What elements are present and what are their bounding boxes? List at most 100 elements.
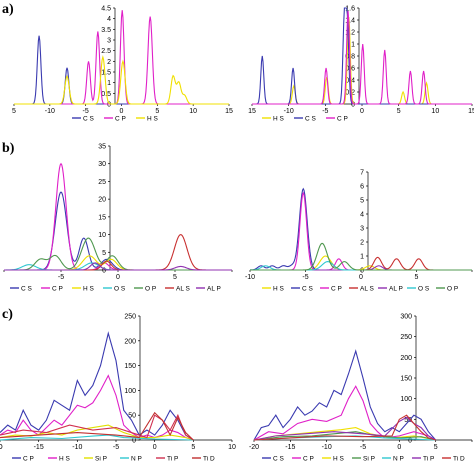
y-tick-label: 1.5 — [101, 70, 111, 77]
y-tick-label: 100 — [124, 388, 136, 395]
x-tick-label: 0 — [153, 444, 157, 451]
x-tick-label: -10 — [284, 108, 294, 115]
legend-label: C S — [83, 116, 95, 123]
series-line-c-p — [0, 331, 194, 441]
x-tick-label: -5 — [58, 274, 64, 281]
y-tick-label: 2.5 — [101, 48, 111, 55]
legend-label: N P — [393, 456, 404, 463]
x-tick-label: 10 — [189, 108, 197, 115]
x-tick-label: O — [0, 444, 3, 451]
x-tick-label: 5 — [12, 108, 16, 115]
x-tick-label: 5 — [415, 274, 419, 281]
x-tick-label: 10 — [228, 444, 236, 451]
series-line-c-s — [4, 191, 232, 271]
y-tick-label: 100 — [400, 396, 412, 403]
x-tick-label: -5 — [302, 274, 308, 281]
legend-label: AL S — [176, 286, 191, 293]
legend-label: C P — [23, 456, 34, 463]
legend-label: Ti D — [203, 456, 215, 463]
x-tick-label: 5 — [434, 444, 438, 451]
y-tick-label: 50 — [128, 413, 136, 420]
legend-label: AL P — [389, 286, 403, 293]
y-tick-label: 0 — [107, 102, 111, 109]
legend-label: C P — [337, 116, 348, 123]
legend-label: N P — [131, 456, 142, 463]
legend-label: C P — [52, 286, 63, 293]
y-tick-label: 20 — [98, 197, 106, 204]
y-tick-label: 30 — [98, 161, 106, 168]
y-tick-label: 5 — [360, 198, 364, 205]
x-tick-label: -5 — [322, 108, 328, 115]
x-tick-label: 10 — [431, 108, 439, 115]
series-line-al-p — [4, 262, 232, 271]
panel-letter-c: c) — [2, 307, 13, 322]
x-tick-label: 0 — [359, 274, 363, 281]
legend-label: C S — [273, 456, 285, 463]
x-tick-label: -10 — [322, 444, 332, 451]
series-line-ti-p — [0, 413, 194, 441]
y-tick-label: 150 — [400, 376, 412, 383]
legend-label: O P — [447, 286, 458, 293]
y-tick-label: 1 — [351, 42, 355, 49]
x-tick-label: 15 — [225, 108, 233, 115]
y-tick-label: 4.5 — [101, 6, 111, 13]
x-tick-label: 0 — [120, 108, 124, 115]
legend-label: AL P — [207, 286, 221, 293]
chart-b-left: -5 0 5 0 5 10 15 20 25 30 35 C S C P H S O S O P AL S AL … — [3, 144, 233, 293]
x-tick-label: -10 — [72, 444, 82, 451]
y-tick-label: 7 — [360, 170, 364, 177]
y-tick-label: 0 — [360, 268, 364, 275]
legend-label: O P — [145, 286, 156, 293]
series-line-ti-p — [253, 416, 436, 441]
series-line-si-p — [253, 431, 436, 441]
panel-letter-b: b) — [2, 141, 15, 156]
x-tick-label: 15 — [248, 108, 256, 115]
y-tick-label: 300 — [400, 314, 412, 321]
y-tick-label: 150 — [124, 363, 136, 370]
x-tick-label: 5 — [191, 444, 195, 451]
series-line-c-p — [14, 10, 229, 105]
y-tick-label: 200 — [124, 338, 136, 345]
series-line-c-p — [253, 385, 436, 441]
legend-label: O S — [114, 286, 126, 293]
y-tick-label: 0 — [408, 438, 412, 445]
series-line-c-p — [252, 10, 472, 105]
y-tick-label: 2 — [360, 240, 364, 247]
chart-b-right: -10 -5 0 5 0 1 2 3 4 5 6 7 H S C S C P AL S AL P O S O P — [245, 170, 473, 293]
legend-label: AL S — [360, 286, 375, 293]
x-tick-label: 0 — [397, 444, 401, 451]
series-line-ti-d — [253, 414, 436, 441]
legend-label: H S — [273, 286, 285, 293]
series-line-h-s — [14, 55, 229, 105]
x-tick-label: -20 — [249, 444, 259, 451]
x-tick-label: -15 — [285, 444, 295, 451]
x-tick-label: 5 — [397, 108, 401, 115]
y-tick-label: 200 — [400, 355, 412, 362]
y-tick-label: 10 — [98, 232, 106, 239]
y-tick-label: 1.6 — [345, 6, 355, 13]
y-tick-label: 3 — [360, 226, 364, 233]
series-line-n-p — [0, 434, 194, 441]
y-tick-label: 0 — [132, 438, 136, 445]
panel-letter-a: a) — [2, 2, 14, 17]
x-tick-label: 15 — [468, 108, 474, 115]
x-tick-label: -5 — [360, 444, 366, 451]
y-tick-label: 0 — [351, 102, 355, 109]
legend-label: H S — [83, 286, 95, 293]
legend-label: O S — [418, 286, 430, 293]
series-line-ti-d — [0, 411, 194, 441]
x-tick-label: 0 — [116, 274, 120, 281]
y-tick-label: 1 — [107, 80, 111, 87]
legend-label: Ti P — [423, 456, 434, 463]
y-tick-label: 50 — [404, 417, 412, 424]
y-tick-label: 250 — [124, 314, 136, 321]
legend-label: Ti D — [453, 456, 465, 463]
legend-label: Si P — [363, 456, 375, 463]
y-tick-label: 2 — [107, 59, 111, 66]
x-tick-label: -10 — [245, 274, 255, 281]
y-tick-label: 4 — [107, 16, 111, 23]
legend-label: C P — [303, 456, 314, 463]
